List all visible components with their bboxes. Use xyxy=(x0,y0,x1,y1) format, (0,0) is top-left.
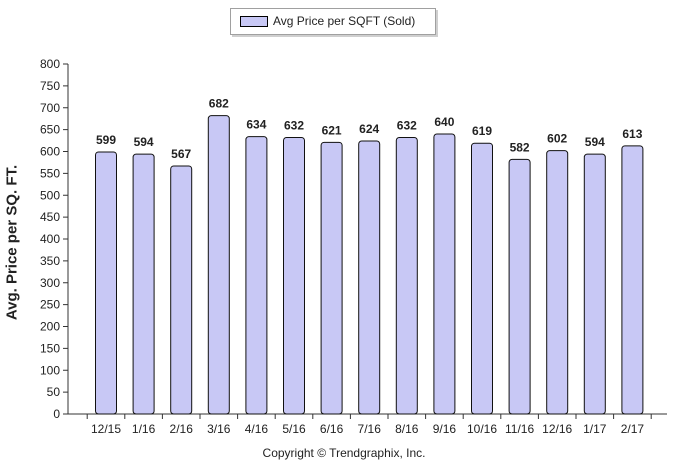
data-label: 594 xyxy=(585,135,605,149)
y-tick-label: 600 xyxy=(40,145,60,159)
x-tick-label: 3/16 xyxy=(207,422,231,436)
legend-swatch xyxy=(240,16,268,27)
y-tick-label: 800 xyxy=(40,57,60,71)
x-tick-label: 8/16 xyxy=(395,422,419,436)
bar-1-16 xyxy=(132,153,155,415)
data-label: 594 xyxy=(134,135,154,149)
y-tick-label: 350 xyxy=(40,254,60,268)
data-label: 619 xyxy=(472,124,492,138)
x-tick-label: 5/16 xyxy=(282,422,306,436)
data-labels: 599 594 567 682 634 632 621 624 632 640 619 582 602 5… xyxy=(96,97,643,161)
bar-4-16 xyxy=(245,136,268,415)
data-label: 613 xyxy=(622,127,642,141)
x-tick-label: 1/17 xyxy=(583,422,607,436)
bar-12-16 xyxy=(546,150,569,415)
data-label: 634 xyxy=(246,118,266,132)
x-tick-label: 2/16 xyxy=(170,422,194,436)
bar-9-16 xyxy=(433,133,456,415)
x-tick-label: 7/16 xyxy=(358,422,382,436)
bar-5-16 xyxy=(283,137,305,415)
data-label: 621 xyxy=(322,123,342,137)
y-tick-label: 0 xyxy=(53,407,60,421)
data-label: 567 xyxy=(171,147,191,161)
y-tick-label: 200 xyxy=(40,320,60,334)
x-tick-label: 9/16 xyxy=(433,422,457,436)
x-tick-label: 4/16 xyxy=(245,422,269,436)
y-tick-label: 100 xyxy=(40,363,60,377)
bar-1-17 xyxy=(583,153,606,415)
y-tick-label: 450 xyxy=(40,210,60,224)
data-label: 599 xyxy=(96,133,116,147)
y-tick-label: 500 xyxy=(40,188,60,202)
bar-8-16 xyxy=(395,137,418,415)
y-tick-label: 150 xyxy=(40,341,60,355)
axes: 0 50 100 150 200 250 300 350 400 450 500 550 600 650 7… xyxy=(40,57,667,436)
y-tick-label: 50 xyxy=(47,385,61,399)
x-tick-label: 10/16 xyxy=(467,422,497,436)
y-tick-label: 400 xyxy=(40,232,60,246)
bar-12-15 xyxy=(95,151,117,415)
bar-11-16 xyxy=(508,158,531,415)
x-tick-label: 6/16 xyxy=(320,422,344,436)
data-label: 632 xyxy=(284,119,304,133)
y-tick-label: 750 xyxy=(40,79,60,93)
y-tick-label: 300 xyxy=(40,276,60,290)
bar-3-16 xyxy=(207,115,230,415)
x-tick-label: 12/15 xyxy=(91,422,121,436)
bar-2-16 xyxy=(170,165,193,415)
y-tick-label: 650 xyxy=(40,123,60,137)
x-tick-label: 2/17 xyxy=(621,422,645,436)
x-tick-label: 12/16 xyxy=(542,422,572,436)
x-tick-label: 11/16 xyxy=(505,422,534,436)
data-label: 602 xyxy=(547,132,567,146)
legend: Avg Price per SQFT (Sold) xyxy=(230,8,436,35)
bar-10-16 xyxy=(471,142,493,415)
data-label: 682 xyxy=(209,97,229,111)
y-tick-label: 250 xyxy=(40,298,60,312)
y-tick-label: 700 xyxy=(40,101,60,115)
data-label: 624 xyxy=(359,122,379,136)
data-label: 632 xyxy=(397,119,417,133)
bars xyxy=(95,115,644,415)
bar-2-17 xyxy=(621,145,644,415)
y-axis-label: Avg. Price per SQ. FT. xyxy=(3,164,21,321)
data-label: 640 xyxy=(434,115,454,129)
bar-6-16 xyxy=(320,141,343,415)
legend-label: Avg Price per SQFT (Sold) xyxy=(273,14,416,28)
y-tick-label: 550 xyxy=(40,166,60,180)
x-tick-label: 1/16 xyxy=(132,422,156,436)
data-label: 582 xyxy=(510,140,530,154)
copyright: Copyright © Trendgraphix, Inc. xyxy=(262,446,426,460)
bar-7-16 xyxy=(358,140,381,415)
